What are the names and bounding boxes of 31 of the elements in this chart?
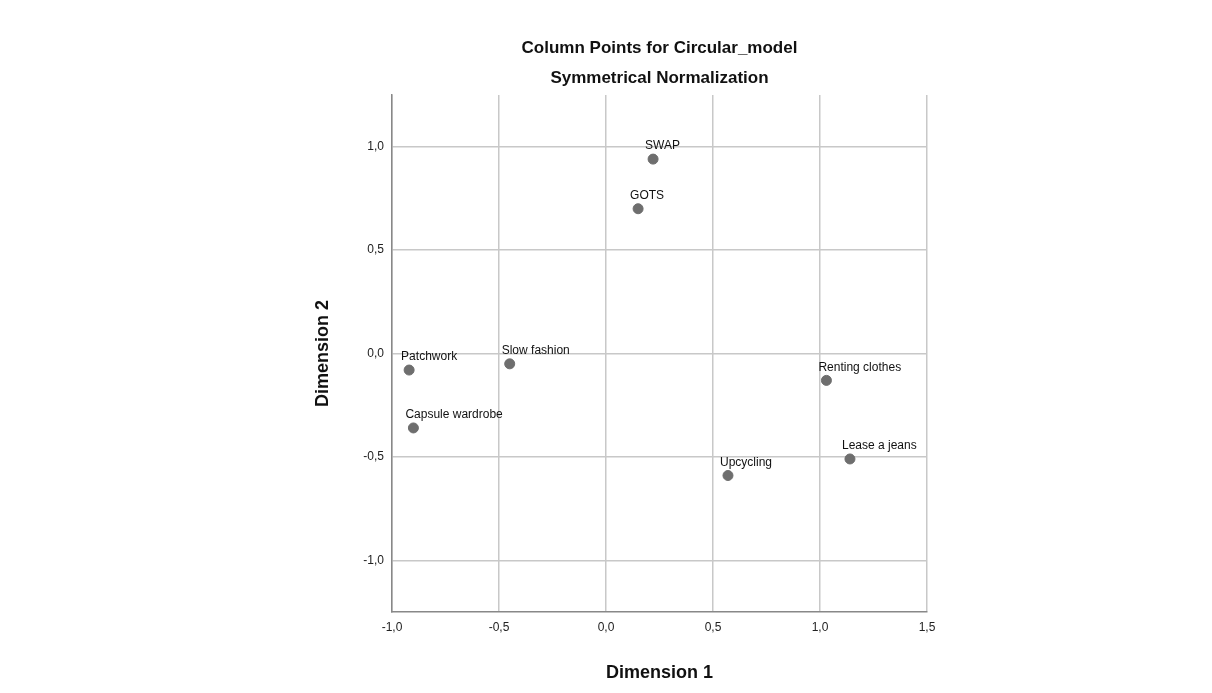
data-label: Slow fashion [501, 343, 570, 358]
y-tick-label: -0,5 [363, 449, 385, 464]
point [504, 358, 516, 370]
point [632, 203, 644, 215]
data-label: Patchwork [401, 349, 459, 364]
chart-title: Column Points for Circular_model [521, 37, 798, 57]
x-tick-label: -1,0 [381, 619, 403, 634]
point [407, 422, 419, 434]
x-tick-label: 1,0 [811, 619, 829, 634]
data-label: Upcycling [719, 454, 773, 469]
chart-subtitle: Symmetrical Normalization [550, 67, 769, 87]
point [722, 470, 734, 482]
y-tick-label: 0,5 [367, 242, 385, 257]
point [844, 453, 856, 465]
x-tick-label: 0,0 [597, 619, 615, 634]
x-tick-label: 0,5 [704, 619, 722, 634]
y-tick-label: -1,0 [363, 552, 385, 567]
y-tick-label: 0,0 [367, 345, 385, 360]
y-tick-label: 1,0 [367, 139, 385, 154]
data-label: Capsule wardrobe [405, 407, 504, 422]
data-label: SWAP [645, 138, 680, 153]
x-tick-label: -0,5 [488, 619, 510, 634]
y-axis-title: Dimension 2 [311, 299, 332, 408]
x-tick-label: 1,5 [918, 619, 936, 634]
data-label: Lease a jeans [841, 438, 917, 453]
point [403, 364, 415, 376]
point [820, 374, 832, 386]
data-label: Renting clothes [818, 359, 902, 374]
x-axis-title: Dimension 1 [605, 662, 714, 683]
data-label: GOTS [630, 188, 665, 203]
point [647, 153, 659, 165]
